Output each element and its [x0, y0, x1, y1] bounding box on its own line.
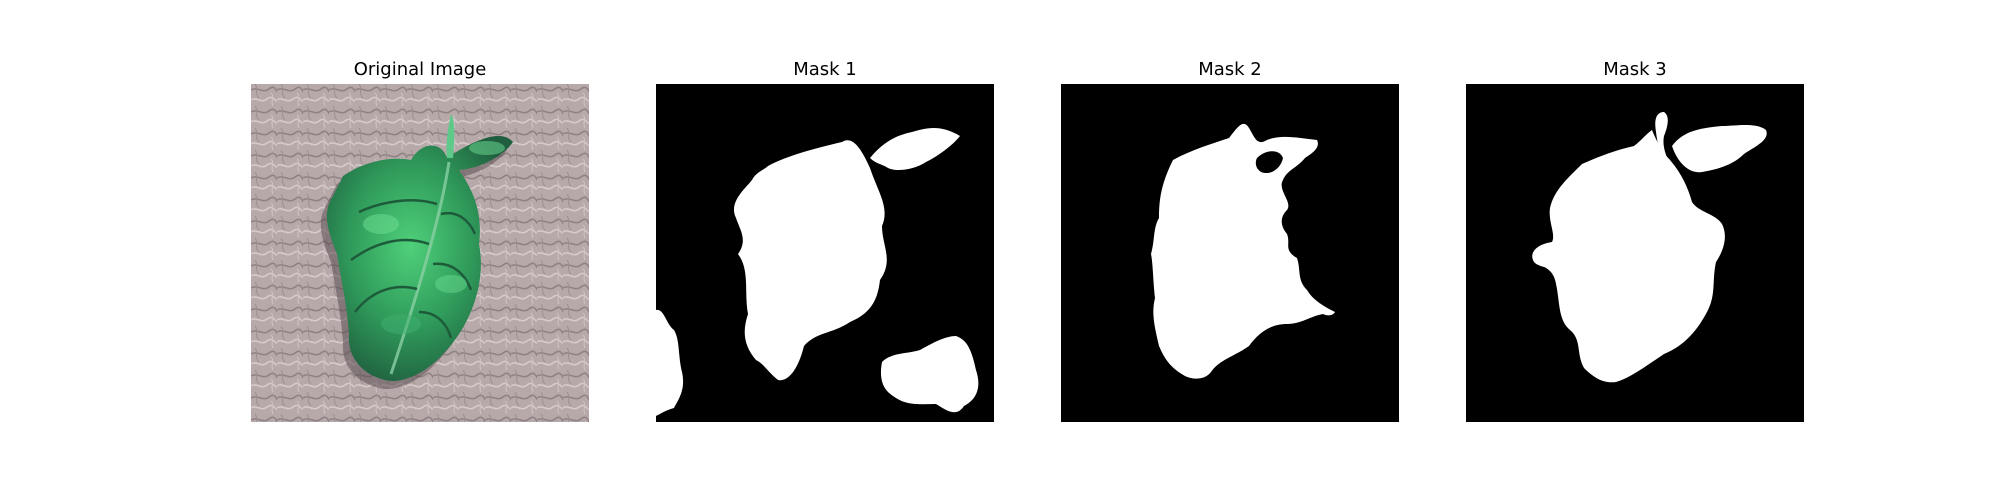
mask-region — [1534, 130, 1725, 383]
panel-mask-2: Mask 2 — [1061, 0, 1399, 500]
mask-region — [870, 128, 960, 170]
mask-1-image — [656, 84, 994, 422]
panel-original-image: Original Image — [251, 0, 589, 500]
original-leaf-photo — [251, 84, 589, 422]
mask-3-image — [1466, 84, 1804, 422]
mask-region — [1151, 123, 1335, 379]
leaf-shape — [326, 136, 513, 381]
panel-title: Original Image — [353, 59, 487, 80]
mask-region — [1655, 112, 1670, 164]
panel-mask-1: Mask 1 — [656, 0, 994, 500]
mask-region — [656, 309, 684, 416]
panel-title: Mask 3 — [1603, 59, 1667, 80]
mask-2-image — [1061, 84, 1399, 422]
panel-title: Mask 2 — [1198, 59, 1262, 80]
mask-region — [1532, 242, 1562, 268]
mask-region — [880, 336, 979, 413]
mask-region — [1672, 125, 1767, 173]
panel-mask-3: Mask 3 — [1466, 0, 1804, 500]
panel-title: Mask 1 — [793, 59, 857, 80]
mask-region — [733, 140, 887, 381]
